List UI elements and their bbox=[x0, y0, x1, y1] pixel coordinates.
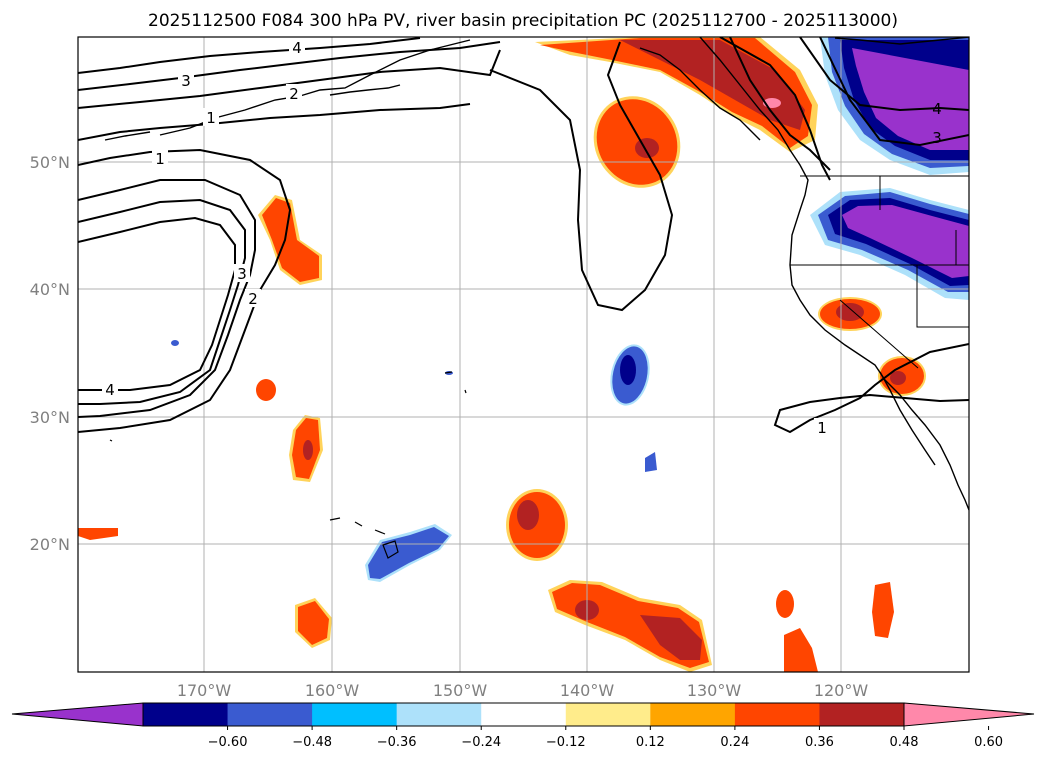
precip-region-gulf-alaska bbox=[593, 96, 681, 188]
colorbar-ticks: −0.60 −0.48 −0.36 −0.24 −0.12 0.12 0.24 0.36 0.4… bbox=[208, 726, 1003, 750]
map-frame bbox=[77, 36, 970, 673]
colorbar-tick-label: 0.60 bbox=[974, 735, 1003, 750]
pv-contour-labels: 4 3 2 1 1 3 2 4 4 3 1 bbox=[102, 38, 942, 437]
islands bbox=[109, 371, 467, 559]
latitude-labels: 50°N 40°N 30°N 20°N bbox=[30, 153, 70, 554]
lon-label-140w: 140°W bbox=[560, 681, 615, 700]
lon-label-130w: 130°W bbox=[687, 681, 742, 700]
pv-label: 2 bbox=[289, 85, 299, 103]
pv-label: 1 bbox=[155, 150, 165, 168]
pv-contours bbox=[78, 37, 969, 434]
colorbar-cell bbox=[819, 703, 905, 726]
map-background bbox=[78, 37, 969, 672]
colorbar-tick-label: −0.36 bbox=[377, 735, 417, 750]
colorbar-tick-label: 0.48 bbox=[890, 735, 919, 750]
pv-label: 1 bbox=[206, 109, 216, 127]
pv-label: 4 bbox=[292, 39, 302, 57]
colorbar-tick-label: −0.60 bbox=[208, 735, 248, 750]
colorbar-outline bbox=[142, 702, 905, 727]
colorbar-tick-label: 0.36 bbox=[805, 735, 834, 750]
coastlines bbox=[104, 37, 969, 511]
colorbar-cell bbox=[312, 703, 398, 726]
precip-region-scattered-positive bbox=[78, 195, 926, 672]
colorbar-cell bbox=[565, 703, 651, 726]
pv-label: 4 bbox=[932, 100, 942, 118]
colorbar-extend-high bbox=[903, 702, 1035, 727]
colorbar-cell bbox=[227, 703, 313, 726]
figure-title: 2025112500 F084 300 hPa PV, river basin … bbox=[148, 11, 898, 31]
colorbar-cells bbox=[143, 703, 905, 726]
colorbar-tick-label: −0.24 bbox=[461, 735, 501, 750]
lon-label-150w: 150°W bbox=[433, 681, 488, 700]
colorbar-extend-low bbox=[11, 702, 144, 727]
lat-label-30n: 30°N bbox=[30, 408, 70, 427]
precip-region-scattered-negative bbox=[171, 340, 657, 582]
colorbar-tick-label: −0.12 bbox=[546, 735, 586, 750]
precip-pc-shading bbox=[78, 37, 969, 672]
pv-label: 3 bbox=[932, 129, 942, 147]
precip-region-oregon-negative bbox=[810, 188, 969, 300]
pv-label: 2 bbox=[248, 290, 258, 308]
longitude-labels: 170°W 160°W 150°W 140°W 130°W 120°W bbox=[177, 681, 869, 700]
colorbar-tick-label: 0.12 bbox=[636, 735, 665, 750]
lon-label-170w: 170°W bbox=[177, 681, 232, 700]
pv-label: 1 bbox=[817, 419, 827, 437]
colorbar: −0.60 −0.48 −0.36 −0.24 −0.12 0.12 0.24 0.36 0.4… bbox=[11, 702, 1035, 750]
colorbar-cell bbox=[734, 703, 820, 726]
colorbar-cell bbox=[143, 703, 229, 726]
pv-label: 3 bbox=[181, 72, 191, 90]
colorbar-cell bbox=[481, 703, 567, 726]
colorbar-tick-label: 0.24 bbox=[720, 735, 749, 750]
pv-label: 4 bbox=[105, 381, 115, 399]
pv-label: 3 bbox=[237, 265, 247, 283]
colorbar-cell bbox=[650, 703, 736, 726]
precip-region-nw-interior-negative bbox=[820, 37, 969, 175]
lat-label-50n: 50°N bbox=[30, 153, 70, 172]
colorbar-cell bbox=[396, 703, 482, 726]
colorbar-tick-label: −0.48 bbox=[292, 735, 332, 750]
lon-label-120w: 120°W bbox=[814, 681, 869, 700]
lon-label-160w: 160°W bbox=[305, 681, 360, 700]
lat-label-40n: 40°N bbox=[30, 280, 70, 299]
lat-label-20n: 20°N bbox=[30, 535, 70, 554]
